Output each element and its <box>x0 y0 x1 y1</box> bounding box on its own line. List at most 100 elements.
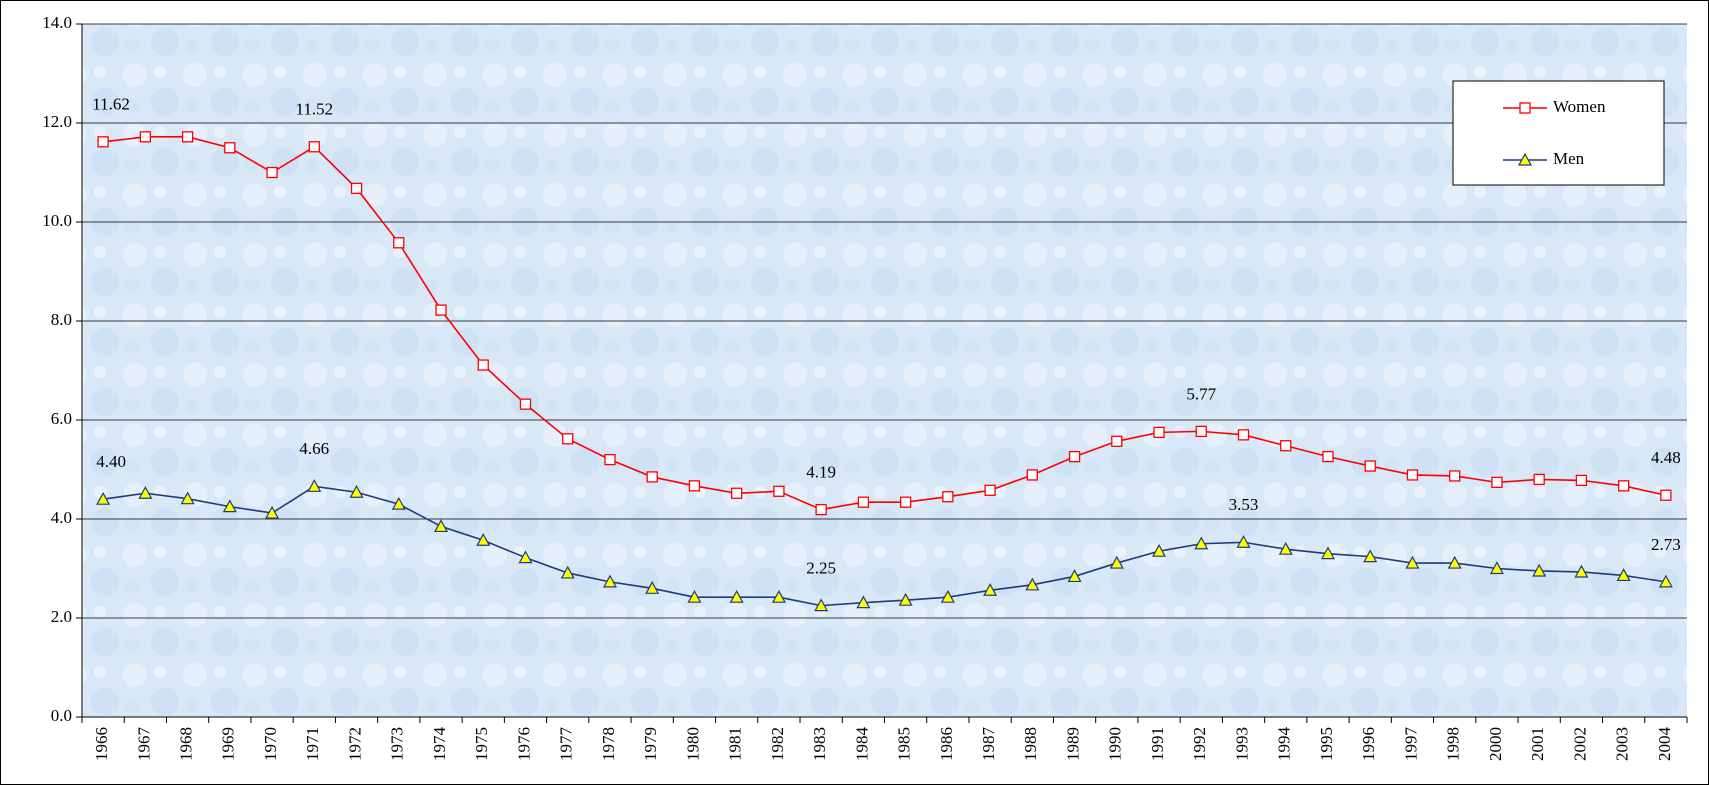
x-tick-label: 1976 <box>514 727 533 761</box>
marker <box>940 589 955 603</box>
marker <box>856 595 871 609</box>
x-tick-label: 1972 <box>345 727 364 761</box>
data-label: 2.73 <box>1651 535 1681 554</box>
marker <box>687 589 702 603</box>
marker <box>688 480 701 492</box>
x-tick-label: 1981 <box>726 727 745 761</box>
marker <box>1406 469 1419 481</box>
legend-label: Men <box>1553 149 1585 168</box>
marker <box>307 479 322 492</box>
data-label: 11.62 <box>92 95 130 114</box>
data-label: 4.19 <box>806 463 836 482</box>
data-label: 11.52 <box>295 100 333 119</box>
marker <box>1320 546 1336 560</box>
line <box>103 136 1667 511</box>
marker <box>562 433 574 445</box>
marker <box>350 182 363 194</box>
marker <box>1489 561 1504 575</box>
marker <box>1278 541 1293 555</box>
y-tick-label: 6.0 <box>51 409 72 428</box>
marker <box>391 496 406 510</box>
data-label: 2.25 <box>806 559 836 578</box>
marker <box>393 237 405 249</box>
data-label: 4.48 <box>1651 448 1681 467</box>
x-tick-label: 1974 <box>430 727 449 762</box>
marker <box>1194 536 1209 550</box>
marker <box>1237 429 1250 441</box>
x-tick-label: 1995 <box>1317 727 1336 761</box>
y-tick-label: 8.0 <box>51 310 72 329</box>
marker <box>1364 460 1376 472</box>
x-tick-label: 1985 <box>895 727 914 761</box>
marker <box>139 131 152 143</box>
marker <box>1111 435 1123 447</box>
marker <box>1447 555 1462 569</box>
legend-box <box>1452 80 1665 186</box>
marker <box>1658 574 1673 588</box>
marker <box>224 142 236 154</box>
marker <box>1363 549 1378 563</box>
x-tick-label: 1970 <box>261 727 280 761</box>
marker <box>1533 473 1545 486</box>
x-tick-label: 1982 <box>768 727 787 761</box>
x-tick-label: 1969 <box>219 727 238 761</box>
x-tick-label: 1980 <box>683 727 702 761</box>
marker <box>518 550 533 564</box>
marker <box>645 581 660 594</box>
x-tick-label: 1997 <box>1401 727 1420 762</box>
marker <box>604 453 616 466</box>
marker <box>1532 563 1547 577</box>
data-label: 5.77 <box>1186 384 1216 403</box>
marker <box>857 496 870 508</box>
x-tick-label: 2003 <box>1613 727 1632 761</box>
y-tick-label: 10.0 <box>42 211 72 230</box>
x-tick-label: 1973 <box>388 727 407 761</box>
marker <box>773 485 785 497</box>
marker <box>180 491 195 505</box>
marker <box>984 484 996 496</box>
marker <box>942 491 954 503</box>
marker <box>1067 569 1082 583</box>
y-tick-label: 0.0 <box>51 706 72 725</box>
marker <box>1616 568 1631 582</box>
marker <box>1025 577 1040 591</box>
x-tick-label: 1979 <box>641 727 660 761</box>
x-tick-label: 1966 <box>92 727 111 761</box>
x-tick-label: 1993 <box>1232 727 1251 761</box>
x-tick-label: 1986 <box>937 727 956 761</box>
line <box>103 485 1667 607</box>
x-tick-label: 1994 <box>1275 727 1294 762</box>
marker <box>1236 535 1251 548</box>
marker <box>477 359 489 371</box>
x-tick-label: 1967 <box>134 727 153 762</box>
y-tick-label: 14.0 <box>42 13 72 32</box>
marker <box>899 496 912 508</box>
x-tick-label: 1989 <box>1063 727 1082 761</box>
marker <box>181 131 194 143</box>
marker <box>771 589 786 603</box>
marker <box>1068 450 1081 463</box>
x-tick-label: 1992 <box>1190 727 1209 761</box>
marker <box>435 304 447 316</box>
x-tick-label: 1990 <box>1106 727 1125 761</box>
y-tick-label: 4.0 <box>51 508 72 527</box>
x-tick-label: 1996 <box>1359 727 1378 761</box>
marker <box>814 598 829 612</box>
y-tick-label: 2.0 <box>51 607 72 626</box>
x-tick-label: 1983 <box>810 727 829 761</box>
marker <box>476 533 491 546</box>
marker <box>349 485 364 498</box>
marker <box>1322 450 1334 463</box>
marker <box>1026 469 1038 481</box>
x-tick-label: 2002 <box>1570 727 1589 761</box>
x-tick-label: 1987 <box>979 726 998 761</box>
marker <box>1491 476 1503 489</box>
marker <box>1517 152 1533 166</box>
marker <box>898 592 913 606</box>
marker <box>1195 425 1207 438</box>
data-label: 3.53 <box>1229 495 1259 514</box>
marker <box>1109 555 1124 569</box>
marker <box>308 141 320 153</box>
marker <box>96 491 111 505</box>
